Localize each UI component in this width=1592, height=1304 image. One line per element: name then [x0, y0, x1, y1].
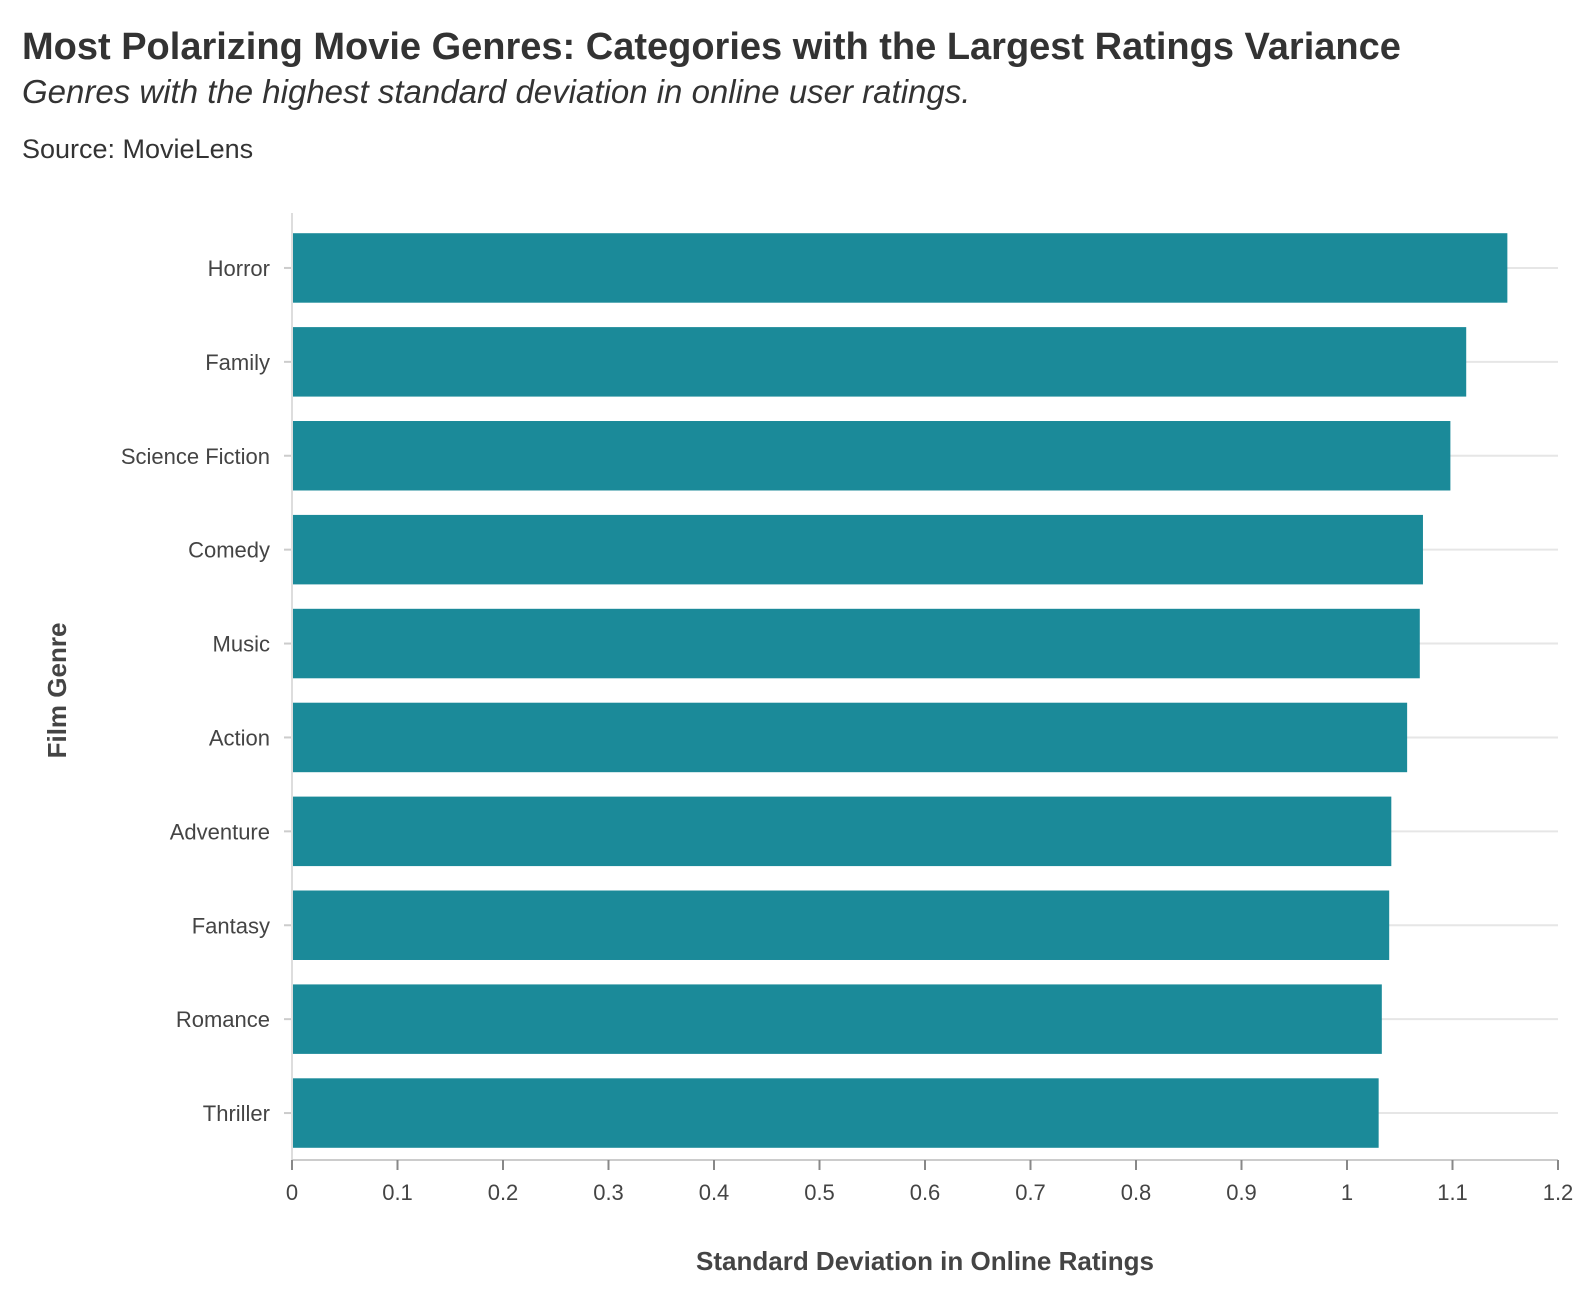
y-tick-label: Romance [176, 1007, 270, 1032]
y-tick-label: Science Fiction [121, 444, 270, 469]
x-tick-label: 0 [286, 1180, 298, 1205]
bar-horror [292, 233, 1508, 303]
y-tick-label: Fantasy [192, 913, 270, 938]
y-tick-label: Family [205, 350, 270, 375]
bar-romance [292, 984, 1382, 1054]
bar-thriller [292, 1078, 1379, 1148]
chart-subtitle: Genres with the highest standard deviati… [22, 73, 971, 110]
bar-comedy [292, 514, 1423, 585]
y-axis-title: Film Genre [42, 623, 72, 759]
chart-title: Most Polarizing Movie Genres: Categories… [22, 26, 1401, 68]
y-tick-label: Action [209, 725, 270, 750]
x-tick-label: 0.6 [910, 1180, 941, 1205]
chart-source: Source: MovieLens [22, 134, 254, 164]
x-tick-label: 1.1 [1437, 1180, 1468, 1205]
chart-header: Most Polarizing Movie Genres: Categories… [22, 24, 1562, 166]
bars [292, 233, 1508, 1148]
x-axis-title: Standard Deviation in Online Ratings [696, 1246, 1154, 1276]
x-tick-label: 0.5 [804, 1180, 835, 1205]
bar-action [292, 702, 1408, 773]
x-tick-label: 0.7 [1015, 1180, 1046, 1205]
x-tick-label: 0.1 [382, 1180, 413, 1205]
bar-science-fiction [292, 421, 1451, 491]
x-tick-label: 1.2 [1543, 1180, 1574, 1205]
y-tick-label: Adventure [170, 819, 270, 844]
y-tick-label: Comedy [188, 538, 270, 563]
x-tick-label: 0.8 [1121, 1180, 1152, 1205]
y-tick-label: Music [213, 632, 270, 657]
bar-fantasy [292, 890, 1390, 960]
bar-music [292, 608, 1420, 679]
x-tick-label: 0.2 [488, 1180, 519, 1205]
y-tick-label: Thriller [203, 1101, 270, 1126]
y-tick-label: Horror [208, 256, 270, 281]
bar-family [292, 327, 1467, 397]
x-tick-label: 0.9 [1226, 1180, 1257, 1205]
x-tick-label: 0.3 [593, 1180, 624, 1205]
x-tick-label: 1 [1341, 1180, 1353, 1205]
bar-adventure [292, 796, 1392, 867]
axes: Horror Family Science Fiction Comedy Music Ac… [121, 213, 1573, 1205]
x-tick-label: 0.4 [699, 1180, 730, 1205]
